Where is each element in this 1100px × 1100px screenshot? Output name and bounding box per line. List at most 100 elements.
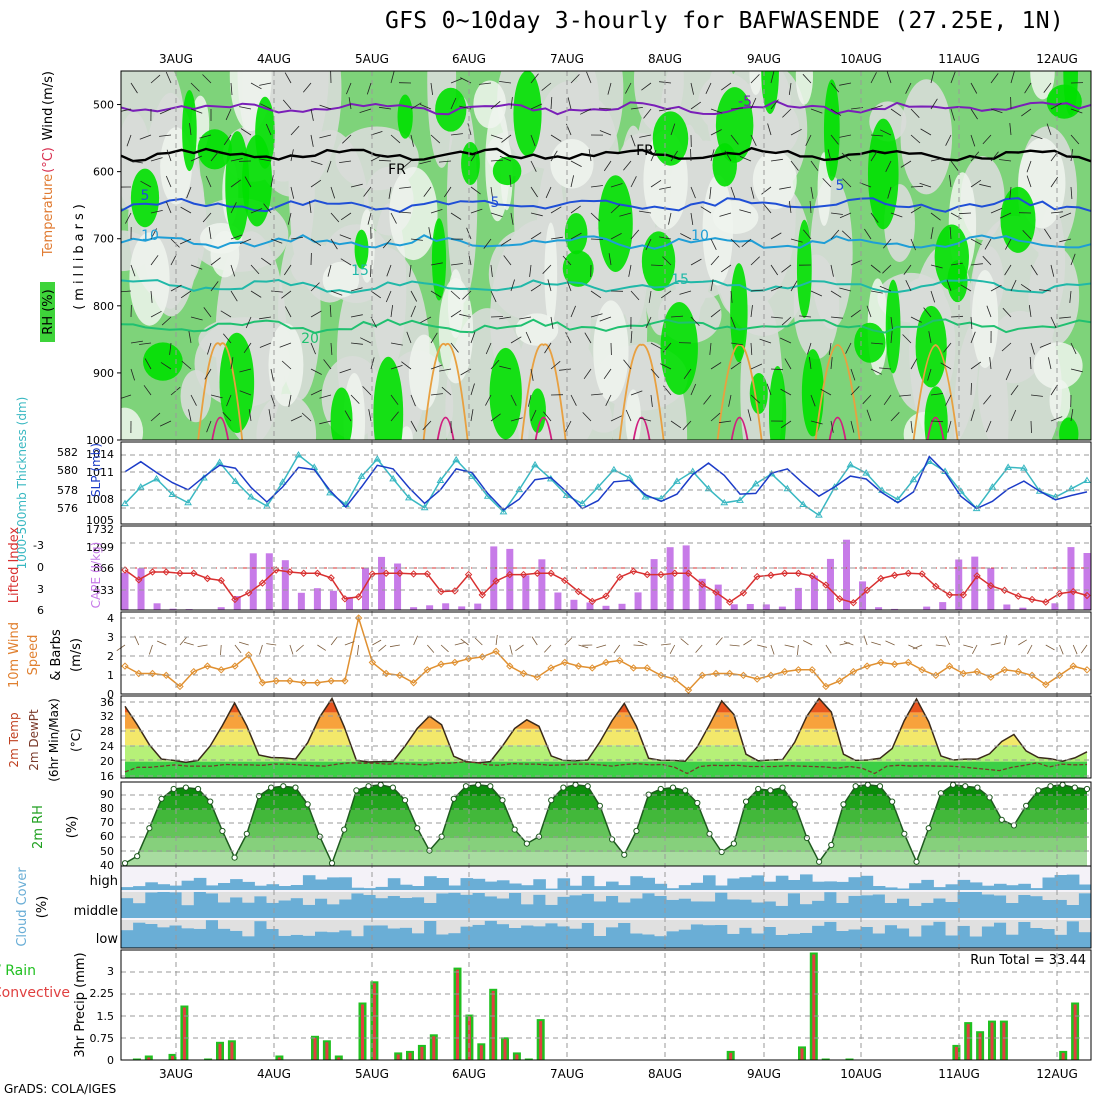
wind-barb (1001, 342, 1012, 352)
wind-barb-10m (378, 644, 387, 652)
wind-barb (610, 415, 622, 422)
wind-barb (409, 264, 412, 277)
rh-moist-patch (924, 386, 948, 440)
cloud-cell-middle (836, 903, 849, 918)
wind-barb (559, 368, 572, 371)
cloud-gap (884, 892, 898, 903)
wind-barb (430, 209, 443, 214)
cape-bar (875, 607, 883, 610)
wind-barb (281, 290, 292, 299)
cloud-cell-high (703, 875, 716, 890)
isotherm-FR (121, 146, 1091, 163)
wind-barb (490, 413, 501, 422)
wind-barb (730, 361, 742, 370)
wind-speed-point (932, 671, 940, 680)
rh-2m-point (986, 794, 993, 801)
wind-barb (730, 107, 744, 110)
cloud-gap (218, 920, 231, 929)
wind-barb (630, 229, 640, 240)
cloud-cell-low (1066, 921, 1080, 948)
cloud-gap (872, 920, 886, 934)
cloud-cell-high (981, 885, 995, 890)
thickness-point (404, 493, 413, 501)
cloud-cell-high (315, 879, 328, 890)
cloud-cell-middle (872, 894, 886, 918)
cloud-gap (581, 920, 595, 923)
wind-barb (279, 342, 292, 348)
wind-barb (999, 159, 1012, 162)
wind-barb (288, 394, 292, 407)
rh-2m-point (633, 827, 640, 835)
thickness-point (247, 493, 256, 500)
wind-barb-10m (156, 640, 167, 646)
lifted-index-point (849, 599, 858, 607)
wind-barb (830, 357, 833, 370)
wind-barb (639, 417, 652, 422)
cloud-cell-low (230, 930, 243, 948)
cloud-cell-low (351, 936, 364, 948)
wind-barb (250, 208, 263, 214)
wind-speed-point (616, 656, 624, 665)
cape-bar (249, 553, 257, 610)
wind-barb (1059, 212, 1072, 218)
cloud-gap (218, 892, 231, 903)
wind-barb (150, 228, 157, 240)
wind-barb (1044, 228, 1052, 240)
wind-barb-10m (1059, 644, 1064, 655)
lifted-index-point (959, 591, 968, 599)
rh-very-dry-patch (550, 138, 594, 189)
wind-barb (710, 255, 720, 266)
cloud-gap (399, 920, 413, 928)
cloud-cell-low (945, 935, 959, 948)
wind-axis-label: 10m Wind (7, 622, 22, 688)
wind-barb (203, 307, 212, 318)
rh-2m-point (889, 798, 896, 805)
thickness-label: 1000-500mb Thickness (dm) (15, 397, 29, 570)
cloud-cell-low (242, 936, 255, 948)
wind-barb (850, 420, 855, 433)
precip-convective-bar (432, 1036, 436, 1060)
wind-barb (770, 264, 779, 276)
rh-moist-patch (564, 212, 588, 255)
wind-speed-point (808, 666, 816, 674)
cloud-gap (327, 920, 340, 933)
wind-barb (599, 130, 612, 136)
cloud-cell-high (800, 874, 813, 890)
cloud-gap (424, 920, 437, 921)
wind-barb (545, 186, 552, 199)
rh-2m-point (962, 783, 969, 790)
cloud-gap (775, 892, 789, 906)
cloud-cell-high (884, 887, 898, 890)
rh-moist-patch (885, 279, 901, 374)
wind-barb (700, 206, 712, 214)
rh-moist-patch (435, 87, 467, 132)
wind-barb (870, 212, 879, 223)
wind-barb (1070, 342, 1077, 355)
cloud-cell-low (872, 933, 886, 948)
cloud-gap (630, 920, 643, 934)
wind-barb (530, 186, 538, 198)
cloud-cell-low (666, 931, 680, 948)
cloud-cell-low (569, 928, 583, 948)
wind-barb (739, 209, 752, 214)
lifted-index-point (987, 582, 995, 590)
cloud-label: Cloud Cover (15, 867, 30, 947)
wind-barb (260, 257, 272, 266)
precip-tick: 0 (107, 1054, 114, 1067)
cape-bar (650, 559, 658, 610)
wind-barb-10m (220, 644, 222, 656)
precip-total-label: Total / Rain (0, 963, 36, 979)
cloud-gap (133, 892, 146, 904)
wind-barb (882, 264, 892, 274)
wind-barb (607, 82, 612, 95)
wind-barb (1029, 356, 1032, 370)
wind-barb (690, 316, 700, 326)
wind-barb (510, 336, 522, 344)
thickness-point (121, 499, 129, 507)
rh-2m-point (718, 848, 725, 856)
cloud-cell-middle (484, 896, 498, 918)
wind-barb (350, 394, 360, 404)
wind-barb (159, 108, 172, 115)
bottom-date-label: 6AUG (452, 1067, 486, 1081)
cloud-cell-high (327, 877, 340, 890)
